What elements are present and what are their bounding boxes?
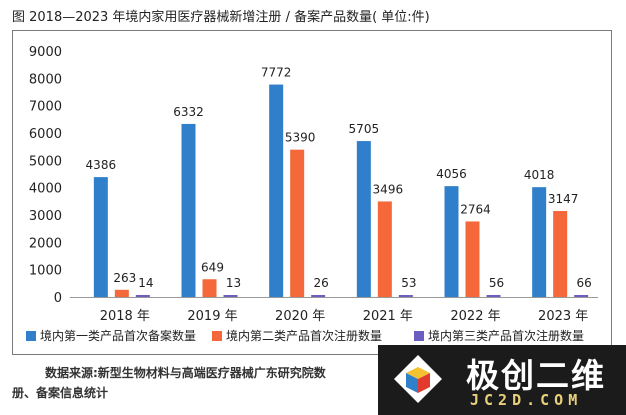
bar-2	[290, 149, 305, 297]
bar-3	[311, 295, 326, 297]
bar-3	[574, 295, 589, 297]
bar-1	[269, 84, 284, 297]
bar-value-label: 5390	[285, 131, 316, 145]
y-tick-label: 3000	[29, 209, 62, 224]
bar-value-label: 66	[577, 276, 592, 290]
y-tick-label: 9000	[29, 45, 62, 60]
bar-value-label: 7772	[261, 66, 292, 80]
watermark-banner: 极创二维 JC2D.COM	[378, 345, 626, 415]
bar-2	[553, 210, 568, 297]
legend-swatch-2	[212, 331, 222, 341]
legend-label: 境内第二类产品首次注册数量	[226, 328, 382, 343]
legend-swatch-3	[414, 331, 424, 341]
bar-3	[135, 295, 150, 297]
bar-value-label: 4386	[86, 158, 117, 172]
x-tick-label: 2021 年	[363, 309, 413, 324]
y-tick-label: 6000	[29, 127, 62, 142]
cube-logo-icon	[394, 355, 442, 403]
bar-value-label: 56	[489, 276, 504, 290]
y-tick-label: 7000	[29, 100, 62, 115]
y-tick-label: 2000	[29, 236, 62, 251]
bar-2	[114, 289, 129, 297]
bar-2	[202, 279, 217, 297]
bar-value-label: 3496	[373, 182, 404, 196]
x-tick-label: 2023 年	[538, 309, 588, 324]
bar-value-label: 53	[401, 276, 416, 290]
bar-3	[223, 295, 238, 297]
bar-1	[181, 123, 196, 298]
x-tick-label: 2018 年	[100, 309, 150, 324]
bar-value-label: 3147	[548, 192, 579, 206]
bar-value-label: 263	[113, 271, 136, 285]
bar-value-label: 14	[138, 276, 153, 290]
watermark-name: 极创二维	[466, 356, 606, 395]
y-tick-label: 0	[54, 291, 62, 306]
data-source-line-2: 册、备案信息统计	[12, 386, 109, 400]
x-tick-label: 2022 年	[450, 309, 500, 324]
y-tick-label: 8000	[29, 72, 62, 87]
y-tick-label: 5000	[29, 154, 62, 169]
bar-value-label: 649	[201, 260, 224, 274]
chart-frame	[12, 30, 612, 355]
y-tick-label: 1000	[29, 264, 62, 279]
bar-value-label: 2764	[460, 202, 491, 216]
bar-value-label: 4056	[436, 167, 467, 181]
bar-3	[486, 295, 501, 297]
bar-value-label: 5705	[349, 122, 380, 136]
bar-2	[377, 201, 392, 297]
bar-value-label: 4018	[524, 168, 555, 182]
legend-label: 境内第一类产品首次备案数量	[40, 328, 196, 343]
bar-value-label: 13	[226, 276, 241, 290]
x-tick-label: 2019 年	[187, 309, 237, 324]
bar-value-label: 6332	[173, 105, 204, 119]
legend-label: 境内第三类产品首次注册数量	[428, 328, 584, 343]
bar-1	[444, 186, 459, 297]
x-tick-label: 2020 年	[275, 309, 325, 324]
bar-2	[465, 221, 480, 297]
data-source-line-1: 数据来源:新型生物材料与高端医疗器械广东研究院数	[45, 366, 326, 380]
watermark-url: JC2D.COM	[470, 391, 583, 409]
bar-1	[532, 187, 547, 297]
y-tick-label: 4000	[29, 182, 62, 197]
legend-swatch-1	[26, 331, 36, 341]
bar-1	[356, 141, 371, 297]
bar-1	[93, 177, 108, 297]
bar-value-label: 26	[314, 276, 329, 290]
figure-title: 图 2018—2023 年境内家用医疗器械新增注册 / 备案产品数量( 单位:件…	[12, 10, 430, 25]
bar-3	[398, 295, 413, 297]
